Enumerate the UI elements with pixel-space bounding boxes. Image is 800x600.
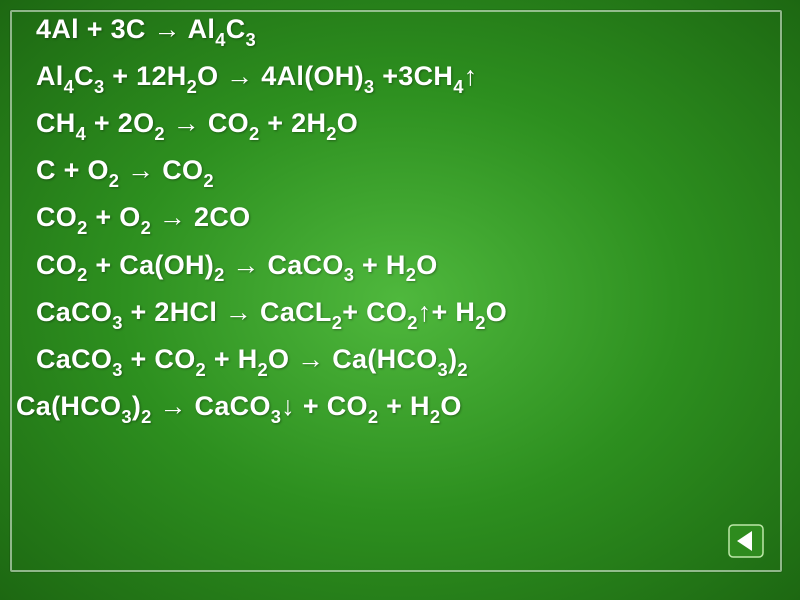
equation-line: CO2 + Ca(OH)2 → CaCO3 + H2O (36, 252, 770, 284)
equation-line: CO2 + O2 → 2CO (36, 204, 770, 236)
triangle-left-icon (728, 524, 764, 558)
back-button[interactable] (728, 524, 764, 558)
equation-line: 4Al + 3C → Al4C3 (36, 16, 770, 48)
equation-line: C + O2 → CO2 (36, 157, 770, 189)
equation-line: CH4 + 2O2 → CO2 + 2H2O (36, 110, 770, 142)
slide-content: 4Al + 3C → Al4C3 Al4C3 + 12H2O → 4Al(OH)… (36, 16, 770, 570)
equation-line: CaCO3 + CO2 + H2O → Ca(HCO3)2 (36, 346, 770, 378)
equation-line: Al4C3 + 12H2O → 4Al(OH)3 +3CH4↑ (36, 63, 770, 95)
equation-line: Ca(HCO3)2 → CaCO3↓ + CO2 + H2O (16, 393, 770, 425)
equation-line: CaCO3 + 2HCl → CaCL2+ CO2↑+ H2O (36, 299, 770, 331)
